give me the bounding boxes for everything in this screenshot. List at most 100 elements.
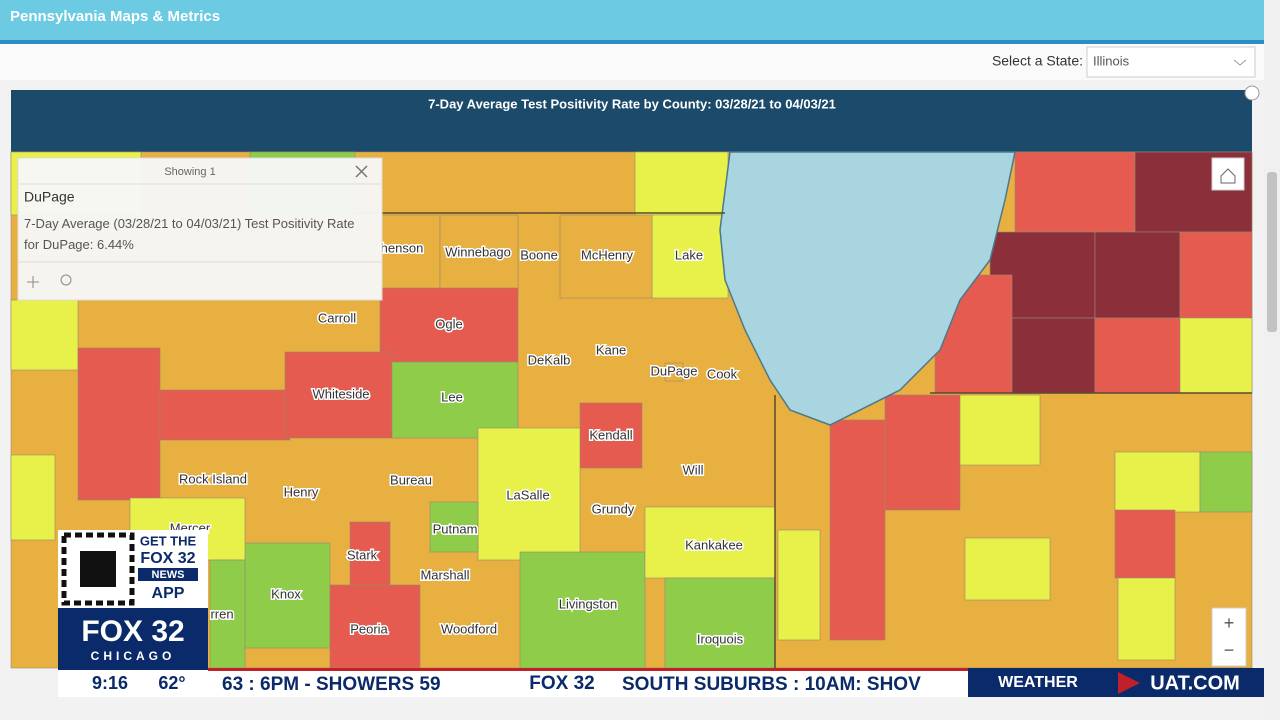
county-label: rren <box>210 606 233 621</box>
lake-michigan <box>719 151 1016 426</box>
county-label: Cook <box>707 366 738 381</box>
county-label: Grundy <box>592 501 635 516</box>
county-label: Iroquois <box>697 631 744 646</box>
header-rule <box>0 40 1264 44</box>
county-labels: henson Winnebago Boone McHenry Lake Carr… <box>168 239 745 648</box>
region <box>644 506 776 579</box>
county-label: DuPage <box>651 363 698 378</box>
promo-text: FOX 32 <box>140 550 195 567</box>
region <box>664 577 776 669</box>
promo-news-bg <box>138 568 198 581</box>
region <box>10 299 79 371</box>
state-value: Illinois <box>1093 53 1130 68</box>
sponsor-site: UAT.COM <box>1150 672 1240 694</box>
dropdown-arrow <box>1233 59 1247 66</box>
region <box>651 214 729 299</box>
region <box>1199 451 1253 513</box>
region <box>439 214 519 299</box>
home-icon <box>1220 168 1236 184</box>
zoom-control <box>1211 607 1247 667</box>
zoom-to-icon[interactable] <box>60 274 72 286</box>
county-label: Lee <box>441 389 463 404</box>
time: 9:16 <box>92 673 128 693</box>
county-label: Bureau <box>390 472 432 487</box>
region <box>1179 317 1253 394</box>
popup-title: DuPage <box>24 189 75 205</box>
popup-count: Showing 1 <box>164 166 215 178</box>
popup-body-box: 7-Day Average (03/28/21 to 04/03/21) Tes… <box>24 216 355 252</box>
county-label: Kane <box>596 342 626 357</box>
region <box>1014 151 1136 233</box>
county-label: Marshall <box>420 567 469 582</box>
state-label: Select a State: <box>992 53 1083 69</box>
region <box>1011 317 1096 394</box>
header-bar <box>0 0 1264 40</box>
station-logo: FOX 32 <box>81 615 184 648</box>
station-logo-box <box>58 608 208 670</box>
temperature: 62° <box>158 673 185 693</box>
promo-text: NEWS <box>152 569 185 581</box>
sponsor-arrow <box>1118 672 1140 694</box>
state-border <box>355 212 1252 668</box>
county-label: Kendall <box>589 427 632 442</box>
popup-body: 7-Day Average (03/28/21 to 04/03/21) Tes… <box>24 216 355 252</box>
weather-label: WEATHER <box>998 674 1078 691</box>
county-label: Boone <box>520 247 558 262</box>
county-label: Rock Island <box>179 471 247 486</box>
qr-code <box>80 551 116 587</box>
county-label: Knox <box>271 586 301 601</box>
scrollbar[interactable] <box>1264 0 1280 720</box>
ticker-text: SOUTH SUBURBS : 10AM: SHOV <box>622 674 921 695</box>
county-label: DeKalb <box>528 352 571 367</box>
region <box>829 419 886 641</box>
region <box>10 454 56 541</box>
map-title-bar <box>11 90 1252 152</box>
scroll-thumb[interactable] <box>1267 172 1277 332</box>
region <box>1179 231 1253 319</box>
region <box>477 427 581 561</box>
weather-box <box>968 668 1110 697</box>
toolbar <box>0 44 1264 80</box>
region <box>1117 577 1176 661</box>
region <box>1094 317 1181 394</box>
ticker-rule <box>208 668 968 671</box>
region <box>579 402 643 469</box>
promo-text: APP <box>152 585 185 602</box>
county-label: Woodford <box>441 621 497 636</box>
county-label: Henry <box>284 484 319 499</box>
state-dropdown[interactable] <box>1086 46 1256 78</box>
county-label: LaSalle <box>506 487 549 502</box>
pan-icon[interactable] <box>27 276 39 288</box>
zoom-in[interactable]: + <box>1224 613 1235 633</box>
county-label: Lake <box>675 247 703 262</box>
expand-button[interactable] <box>1244 85 1260 101</box>
ticker-logo: FOX 32 <box>529 673 594 694</box>
county-label: Will <box>683 462 704 477</box>
county-label: Carroll <box>318 310 356 325</box>
ticker-text: 63 : 6PM - SHOWERS 59 <box>222 674 441 695</box>
home-button[interactable] <box>1211 157 1245 191</box>
county-label: Winnebago <box>445 244 511 259</box>
region <box>391 361 519 439</box>
selection-box <box>664 362 684 382</box>
county-label: Kankakee <box>685 537 743 552</box>
region <box>1094 231 1181 319</box>
region <box>379 287 519 363</box>
region <box>964 537 1051 601</box>
region <box>284 351 393 439</box>
county-label: henson <box>381 240 424 255</box>
region <box>959 394 1041 466</box>
header-title: Pennsylvania Maps & Metrics <box>10 8 220 25</box>
region <box>244 542 331 649</box>
county-label: Ogle <box>435 316 462 331</box>
region <box>1114 451 1201 513</box>
region <box>559 214 653 299</box>
region <box>379 214 441 299</box>
county-label: McHenry <box>581 247 634 262</box>
station-city: CHICAGO <box>91 649 176 663</box>
zoom-out[interactable]: − <box>1224 640 1235 660</box>
region <box>777 529 821 641</box>
region <box>329 584 421 669</box>
popup-close[interactable] <box>355 165 368 178</box>
